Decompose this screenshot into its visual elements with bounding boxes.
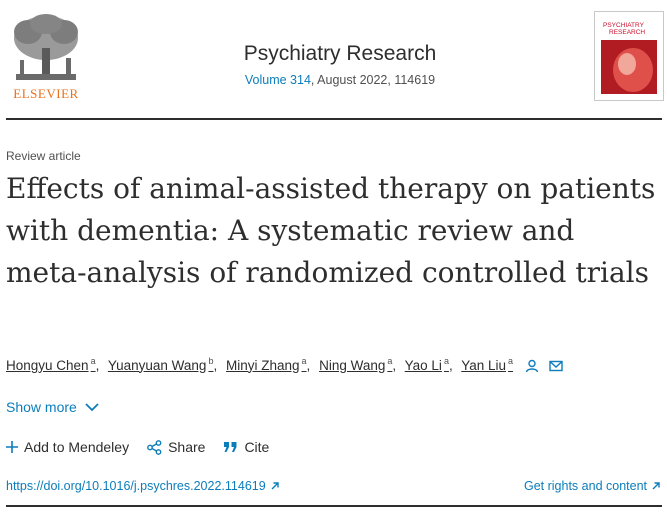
author-link[interactable]: Ning Wang a [319,356,393,373]
article-header: ELSEVIER Psychiatry Research Volume 314,… [0,0,667,118]
share-label: Share [168,439,206,455]
cover-title-line1: PSYCHIATRY [603,22,645,29]
doi-link[interactable]: https://doi.org/10.1016/j.psychres.2022.… [6,479,280,493]
footer-divider [6,505,662,507]
cite-label: Cite [244,439,270,455]
show-more-toggle[interactable]: Show more [6,399,99,415]
chevron-down-icon [85,402,99,411]
external-link-icon [652,482,660,490]
journal-cover-thumbnail[interactable]: PSYCHIATRY RESEARCH [594,11,664,101]
show-more-label: Show more [6,399,77,415]
external-link-icon [271,482,279,490]
add-to-mendeley-button[interactable]: Add to Mendeley [6,439,129,455]
elsevier-wordmark: ELSEVIER [13,86,79,101]
rights-text: Get rights and content [524,479,647,493]
journal-title[interactable]: Psychiatry Research [243,42,437,65]
envelope-icon[interactable] [548,360,563,372]
journal-issue-info: Volume 314, August 2022, 114619 [170,73,510,87]
cover-title-line2: RESEARCH [609,29,645,36]
doi-text: https://doi.org/10.1016/j.psychres.2022.… [6,479,266,493]
cite-button[interactable]: Cite [223,439,269,455]
header-divider [6,118,662,120]
share-icon [147,439,162,455]
share-button[interactable]: Share [147,439,205,455]
plus-icon [6,441,18,453]
author-link[interactable]: Yan Liu a [461,356,514,373]
author-link[interactable]: Minyi Zhang a [225,356,307,373]
issue-details: , August 2022, 114619 [310,73,436,87]
author-list: Hongyu Chen a, Yuanyuan Wang b, Minyi Zhan… [6,356,563,373]
author-link[interactable]: Yao Li a [404,356,449,373]
cover-art: PSYCHIATRY RESEARCH [595,12,663,100]
author-link[interactable]: Hongyu Chen a [6,356,96,373]
elsevier-tree-logo[interactable] [6,10,86,102]
author-link[interactable]: Yuanyuan Wang b [107,356,214,373]
rights-and-content-link[interactable]: Get rights and content [524,479,661,493]
article-title: Effects of animal-assisted therapy on pa… [6,172,656,289]
article-type-label: Review article [6,149,81,163]
quote-icon [224,442,237,452]
person-icon[interactable] [525,359,539,373]
article-actions: Add to Mendeley Share Cite [6,439,287,455]
volume-link[interactable]: Volume 314 [244,73,311,87]
mendeley-label: Add to Mendeley [24,439,130,455]
